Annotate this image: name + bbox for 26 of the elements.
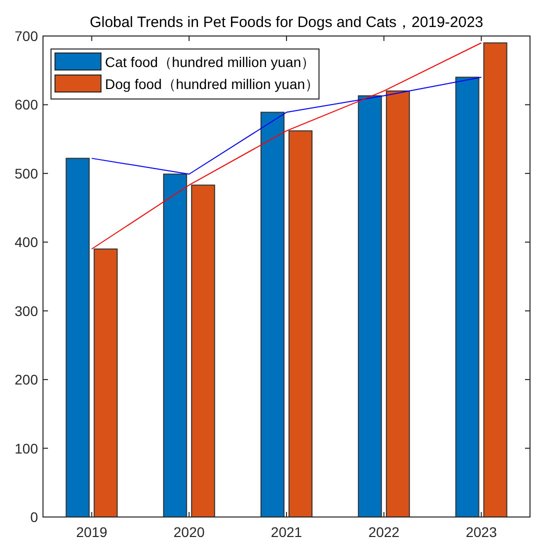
bar [358,95,382,518]
x-tick-label: 2023 [466,524,498,540]
x-tick-label: 2020 [174,524,205,540]
x-tick-label: 2019 [76,524,108,540]
y-tick-label: 200 [14,372,38,388]
x-tick-label: 2021 [270,524,302,540]
y-tick-label: 100 [14,440,38,456]
bar [163,174,188,518]
bar [288,130,312,518]
bar [66,158,90,518]
bar [94,248,118,518]
x-tick-label: 2022 [368,524,400,540]
y-tick-label: 300 [14,302,38,319]
bar [386,90,410,518]
legend-label: Cat food（hundred million yuan） [105,54,316,70]
y-tick-label: 400 [14,234,38,250]
chart-title: Global Trends in Pet Foods for Dogs and Cats，2019-2023 [90,14,484,31]
bar [455,76,480,518]
y-tick-label: 0 [30,509,38,525]
legend-label: Dog food（hundred million yuan） [105,76,320,92]
bar [483,42,508,518]
y-tick-label: 500 [14,165,38,182]
bar [191,184,216,518]
y-tick-label: 600 [14,96,38,113]
bar [260,112,284,518]
y-tick-label: 700 [14,28,38,44]
